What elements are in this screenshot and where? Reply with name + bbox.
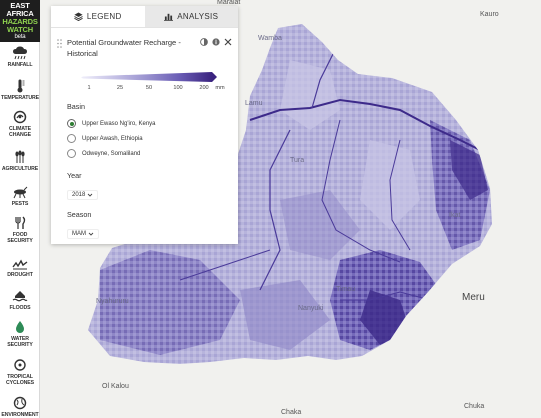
food-security-icon bbox=[15, 216, 26, 229]
radio-button[interactable] bbox=[67, 134, 76, 143]
place-label: Timau bbox=[336, 286, 356, 293]
place-label: Ikat bbox=[449, 212, 461, 219]
panel-tabs: LEGEND ANALYSIS bbox=[51, 6, 238, 28]
place-label: Nanyuki bbox=[298, 305, 324, 312]
environment-icon bbox=[13, 396, 27, 410]
sidebar-item-tropical-cyclones[interactable]: TROPICAL CYCLONES bbox=[0, 358, 40, 386]
climate-change-icon bbox=[13, 110, 27, 124]
basin-option-awash[interactable]: Upper Awash, Ethiopia bbox=[51, 131, 238, 146]
basin-option-odweyne[interactable]: Odweyne, Somaliland bbox=[51, 146, 238, 161]
logo-line-2: AFRICA bbox=[6, 9, 34, 18]
sidebar-item-label: FOOD SECURITY bbox=[7, 232, 33, 244]
radio-label: Upper Ewaso Ng'iro, Kenya bbox=[82, 120, 156, 127]
place-label: Chaka bbox=[281, 409, 302, 416]
thermometer-icon bbox=[17, 79, 25, 93]
radio-button[interactable] bbox=[67, 149, 76, 158]
tab-analysis[interactable]: ANALYSIS bbox=[144, 6, 238, 27]
water-drop-icon bbox=[16, 321, 24, 333]
scale-ticks: 1 25 50 100 200 mm bbox=[67, 85, 235, 93]
place-label: Lamu bbox=[245, 100, 263, 107]
sidebar-item-drought[interactable]: DROUGHT bbox=[0, 256, 40, 278]
sidebar-item-label: DROUGHT bbox=[7, 272, 33, 278]
logo-line-3: HAZARDS bbox=[2, 17, 38, 26]
sidebar-item-agriculture[interactable]: AGRICULTURE bbox=[0, 150, 40, 172]
opacity-icon[interactable] bbox=[200, 38, 208, 46]
scale-tick: 25 bbox=[116, 85, 124, 91]
sidebar-item-label: FLOODS bbox=[9, 305, 31, 311]
year-select[interactable]: 2018 bbox=[67, 190, 99, 200]
drought-icon bbox=[12, 259, 28, 270]
bar-chart-icon bbox=[164, 13, 174, 21]
sidebar-item-food-security[interactable]: FOOD SECURITY bbox=[0, 216, 40, 244]
logo-line-4: WATCH bbox=[7, 25, 33, 34]
basin-option-ewaso[interactable]: Upper Ewaso Ng'iro, Kenya bbox=[51, 116, 238, 131]
tab-legend[interactable]: LEGEND bbox=[51, 6, 145, 27]
sidebar: EAST AFRICA HAZARDS WATCH beta RAINFALL … bbox=[0, 0, 40, 418]
radio-label: Upper Awash, Ethiopia bbox=[82, 135, 143, 142]
scale-tick: 50 bbox=[145, 85, 153, 91]
legend-color-scale: 1 25 50 100 200 mm bbox=[67, 68, 225, 96]
logo-line-1: EAST bbox=[10, 1, 30, 10]
place-label: Nyahururu bbox=[96, 298, 129, 305]
place-label: Tura bbox=[290, 157, 305, 164]
place-label: Chuka bbox=[464, 403, 485, 410]
sidebar-item-label: CLIMATE CHANGE bbox=[9, 126, 31, 138]
sidebar-item-water-security[interactable]: WATER SECURITY bbox=[0, 320, 40, 348]
sidebar-item-label: ENVIRONMENT bbox=[1, 412, 39, 418]
sidebar-item-floods[interactable]: FLOODS bbox=[0, 289, 40, 311]
sidebar-item-label: AGRICULTURE bbox=[1, 166, 39, 172]
close-icon[interactable] bbox=[224, 38, 232, 46]
tab-label: ANALYSIS bbox=[177, 12, 219, 21]
legend-panel: LEGEND ANALYSIS Potential Groundwater Re… bbox=[51, 6, 238, 244]
basin-label: Basin bbox=[67, 102, 85, 111]
radio-label: Odweyne, Somaliland bbox=[82, 150, 141, 157]
chevron-down-icon bbox=[88, 193, 93, 197]
flood-icon bbox=[12, 291, 28, 302]
scale-tick: 200 bbox=[199, 85, 209, 91]
sidebar-item-pests[interactable]: PESTS bbox=[0, 185, 40, 207]
layers-icon bbox=[74, 12, 83, 21]
sidebar-item-label: PESTS bbox=[11, 201, 29, 207]
chevron-down-icon bbox=[88, 232, 94, 236]
app-logo[interactable]: EAST AFRICA HAZARDS WATCH beta bbox=[0, 0, 40, 42]
rainfall-icon bbox=[13, 46, 27, 60]
place-label: Wamba bbox=[258, 35, 282, 42]
legend-actions bbox=[200, 38, 232, 46]
locust-icon bbox=[13, 186, 28, 199]
scale-tick: 100 bbox=[173, 85, 183, 91]
year-label: Year bbox=[67, 171, 82, 180]
place-label: Meru bbox=[462, 292, 485, 303]
recharge-raster bbox=[88, 24, 492, 364]
sidebar-item-temperature[interactable]: TEMPERATURE bbox=[0, 79, 40, 101]
tab-label: LEGEND bbox=[86, 12, 122, 21]
radio-button[interactable] bbox=[67, 119, 76, 128]
place-label: Ol Kalou bbox=[102, 383, 129, 390]
sidebar-item-label: WATER SECURITY bbox=[7, 336, 33, 348]
color-ramp bbox=[81, 72, 217, 82]
sidebar-item-label: TEMPERATURE bbox=[1, 95, 39, 101]
place-label: Maralat bbox=[217, 0, 241, 6]
season-label: Season bbox=[67, 210, 92, 219]
legend-header: Potential Groundwater Recharge - Histori… bbox=[51, 28, 238, 68]
info-icon[interactable] bbox=[212, 38, 220, 46]
legend-title: Potential Groundwater Recharge - Histori… bbox=[67, 38, 181, 58]
cyclone-icon bbox=[14, 359, 26, 371]
sidebar-item-label: TROPICAL CYCLONES bbox=[5, 374, 35, 386]
scale-unit: mm bbox=[215, 85, 225, 91]
sidebar-item-label: RAINFALL bbox=[7, 62, 33, 68]
logo-line-5: beta bbox=[14, 34, 26, 40]
sidebar-item-rainfall[interactable]: RAINFALL bbox=[0, 46, 40, 68]
sidebar-item-environment[interactable]: ENVIRONMENT bbox=[0, 396, 40, 418]
drag-handle-icon[interactable] bbox=[57, 39, 62, 48]
year-value: 2018 bbox=[72, 192, 86, 198]
sidebar-item-climate-change[interactable]: CLIMATE CHANGE bbox=[0, 110, 40, 138]
scale-tick: 1 bbox=[87, 85, 91, 91]
season-select[interactable]: MAM bbox=[67, 229, 99, 239]
place-label: Kauro bbox=[480, 11, 499, 18]
season-value: MAM bbox=[72, 231, 86, 237]
wheat-icon bbox=[15, 150, 25, 163]
